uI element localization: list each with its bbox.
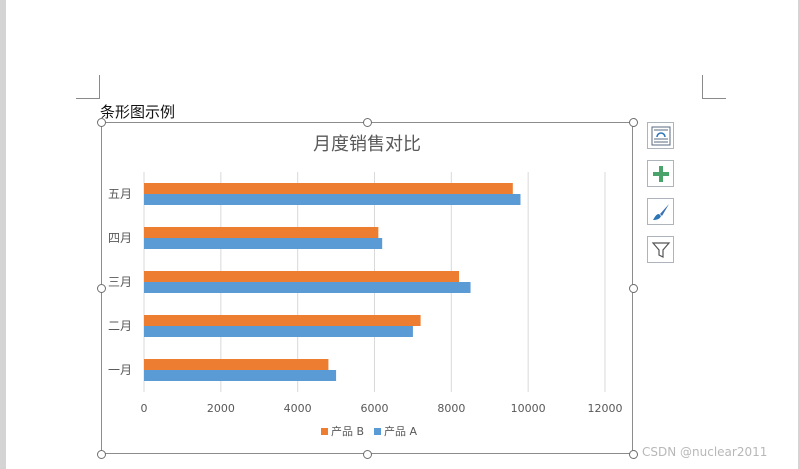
chart-filters-button[interactable] bbox=[647, 236, 674, 263]
bar-series-b bbox=[144, 359, 329, 370]
bar-series-a bbox=[144, 194, 521, 205]
document-heading: 条形图示例 bbox=[100, 103, 176, 121]
category-label: 五月 bbox=[108, 187, 132, 201]
chart-elements-button[interactable] bbox=[647, 160, 674, 187]
x-tick-label: 8000 bbox=[437, 402, 465, 415]
x-tick-label: 10000 bbox=[511, 402, 546, 415]
bar-series-a bbox=[144, 282, 471, 293]
chart-styles-button[interactable] bbox=[647, 198, 674, 225]
bar-series-b bbox=[144, 183, 513, 194]
window-right-edge bbox=[798, 0, 800, 469]
resize-handle-top-left[interactable] bbox=[97, 118, 106, 127]
x-tick-label: 0 bbox=[141, 402, 148, 415]
x-tick-label: 2000 bbox=[207, 402, 235, 415]
chart-title: 月度销售对比 bbox=[313, 134, 421, 155]
crop-mark bbox=[702, 75, 703, 99]
resize-handle-bottom-center[interactable] bbox=[363, 450, 372, 459]
resize-handle-bottom-right[interactable] bbox=[629, 450, 638, 459]
bar-series-a bbox=[144, 370, 337, 381]
layout-options-icon bbox=[651, 126, 670, 145]
resize-handle-top-center[interactable] bbox=[363, 118, 372, 127]
resize-handle-middle-right[interactable] bbox=[629, 284, 638, 293]
legend-swatch bbox=[321, 428, 328, 435]
category-label: 三月 bbox=[108, 275, 132, 289]
filter-icon bbox=[651, 241, 670, 258]
plus-icon bbox=[652, 165, 669, 182]
category-label: 一月 bbox=[108, 363, 132, 377]
category-label: 四月 bbox=[108, 231, 132, 245]
bar-series-b bbox=[144, 271, 460, 282]
legend-label: 产品 A bbox=[384, 424, 417, 438]
bar-series-b bbox=[144, 315, 421, 326]
x-tick-label: 4000 bbox=[284, 402, 312, 415]
resize-handle-top-right[interactable] bbox=[629, 118, 638, 127]
layout-options-button[interactable] bbox=[647, 122, 674, 149]
watermark-text: CSDN @nuclear2011 bbox=[642, 445, 768, 459]
crop-mark bbox=[702, 98, 726, 99]
resize-handle-middle-left[interactable] bbox=[97, 284, 106, 293]
category-label: 二月 bbox=[108, 319, 132, 333]
bar-series-a bbox=[144, 238, 383, 249]
bar-series-b bbox=[144, 227, 379, 238]
crop-mark bbox=[76, 98, 100, 99]
crop-mark bbox=[99, 75, 100, 99]
x-tick-label: 6000 bbox=[361, 402, 389, 415]
bar-series-a bbox=[144, 326, 413, 337]
legend-label: 产品 B bbox=[331, 424, 364, 438]
x-tick-label: 12000 bbox=[588, 402, 623, 415]
paintbrush-icon bbox=[652, 203, 669, 220]
window-left-edge bbox=[0, 0, 6, 469]
legend-swatch bbox=[374, 428, 381, 435]
resize-handle-bottom-left[interactable] bbox=[97, 450, 106, 459]
